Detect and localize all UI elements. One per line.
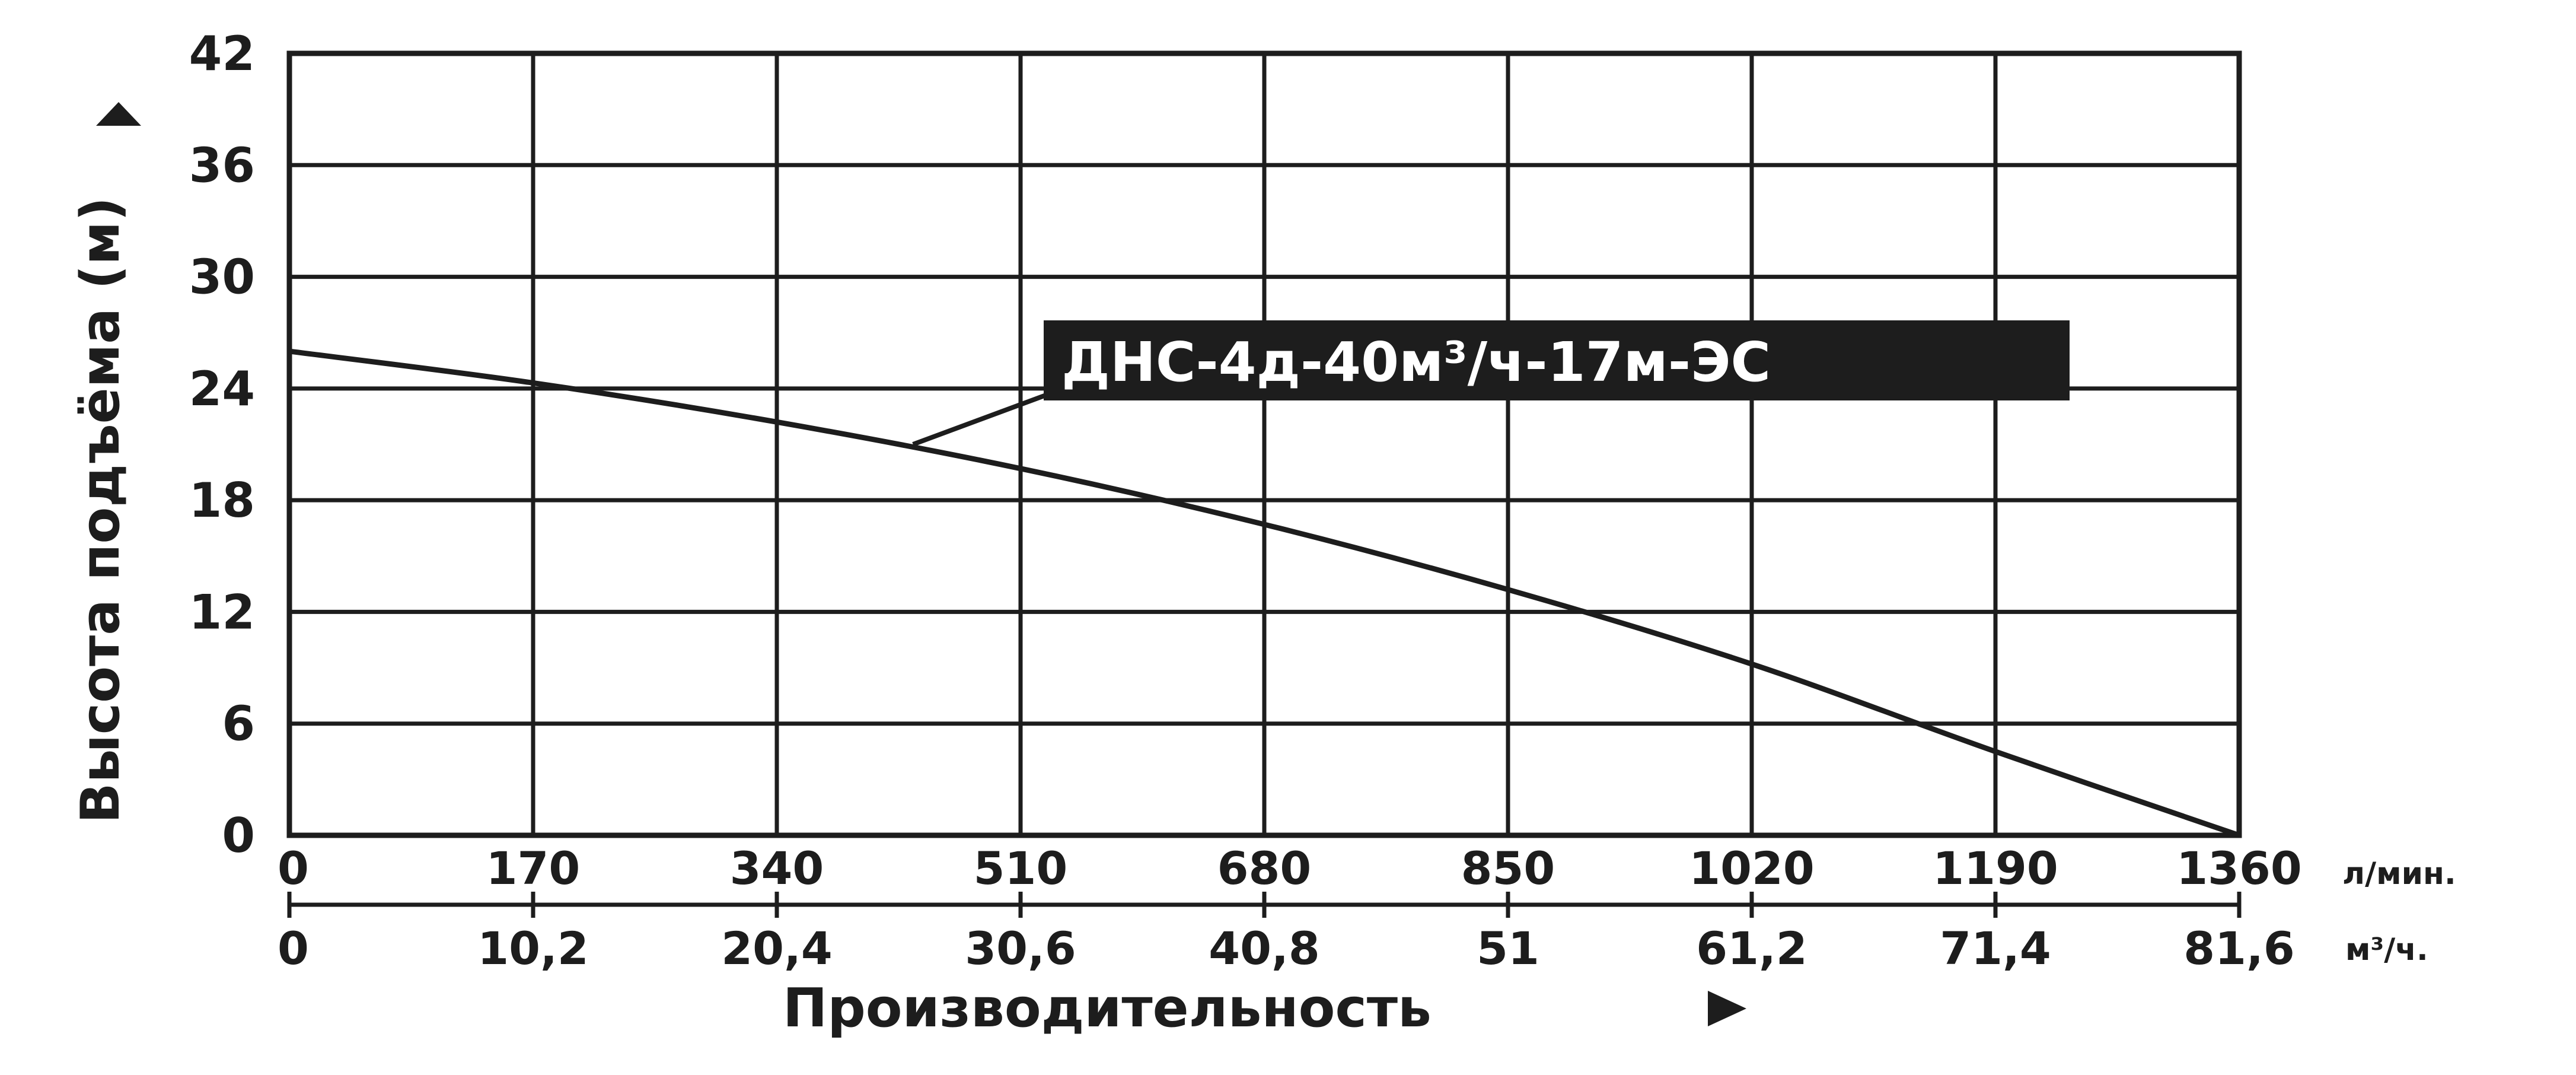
series-label: ДНС-4д-40м³/ч-17м-ЭС <box>1061 330 1771 394</box>
y-tick-label: 30 <box>189 250 255 305</box>
y-tick-label: 18 <box>189 473 255 528</box>
y-tick-label: 24 <box>189 361 255 416</box>
y-tick-label: 6 <box>222 696 255 752</box>
y-axis-label: Высота подъёма (м) <box>69 197 132 823</box>
x-tick-label-lmin: 1020 <box>1689 842 1815 895</box>
y-axis-arrow-icon <box>96 102 141 126</box>
x-tick-label-lmin: 170 <box>486 842 581 895</box>
x-tick-label-m3h: 30,6 <box>965 922 1076 975</box>
x-tick-label-m3h: 10,2 <box>477 922 589 975</box>
x-tick-label-m3h: 0 <box>278 922 309 975</box>
y-tick-label: 36 <box>189 138 255 193</box>
x-tick-label-lmin: 0 <box>278 842 309 895</box>
x-tick-label-lmin: 1360 <box>2176 842 2302 895</box>
x-axis: 0 0 170 10,2 340 20,4 510 30,6 680 40,8 850 51 1020 6… <box>278 842 2302 975</box>
series-layer: ДНС-4д-40м³/ч-17м-ЭС <box>289 320 2240 838</box>
x-axis-arrow-icon <box>1708 991 1746 1026</box>
x-unit-primary: л/мин. <box>2342 856 2456 892</box>
series-curve <box>289 348 2240 838</box>
x-tick-label-lmin: 340 <box>730 842 824 895</box>
x-tick-label-m3h: 20,4 <box>721 922 833 975</box>
series-callout-leader <box>912 389 1057 447</box>
x-tick-label-m3h: 51 <box>1477 922 1539 975</box>
x-tick-label-m3h: 71,4 <box>1940 922 2051 975</box>
y-tick-label: 42 <box>189 26 255 81</box>
x-tick-label-lmin: 680 <box>1217 842 1312 895</box>
x-tick-label-lmin: 850 <box>1461 842 1555 895</box>
y-axis-ticks: 0 6 12 18 24 30 36 42 <box>189 26 255 863</box>
y-tick-label: 0 <box>222 808 255 863</box>
x-tick-label-m3h: 81,6 <box>2183 922 2295 975</box>
x-axis-label: Производительность <box>783 977 1432 1039</box>
x-unit-secondary: м³/ч. <box>2345 932 2428 968</box>
x-tick-label-m3h: 40,8 <box>1209 922 1320 975</box>
x-tick-label-lmin: 1190 <box>1933 842 2058 895</box>
x-tick-label-m3h: 61,2 <box>1696 922 1807 975</box>
chart-grid <box>286 50 2242 838</box>
y-tick-label: 12 <box>189 584 255 640</box>
x-tick-label-lmin: 510 <box>974 842 1068 895</box>
series-label-box <box>1044 320 2070 400</box>
